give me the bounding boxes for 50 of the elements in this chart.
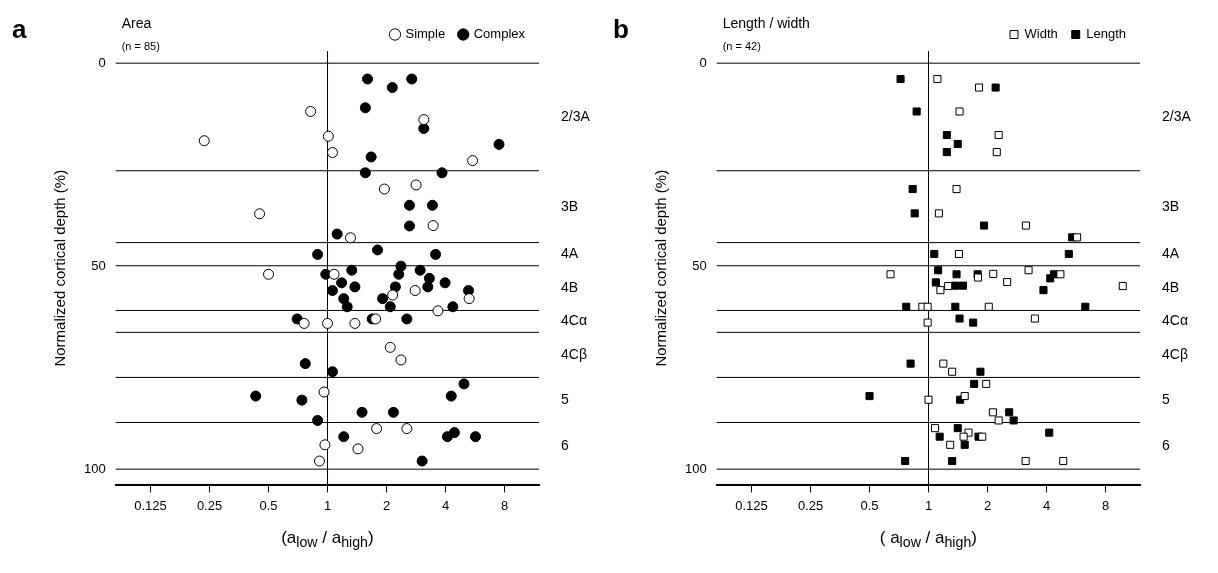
y-tick-label: 50 [692, 257, 707, 273]
x-tick-label: 2 [382, 497, 391, 513]
chart-subtitle: (n = 42) [722, 40, 761, 52]
text: 5 [1162, 390, 1170, 407]
y-tick-label: 100 [684, 460, 707, 476]
x-tick-label: 1 [323, 497, 332, 513]
text: 3B [561, 197, 579, 214]
y-axis-title: Normalized cortical depth (%) [652, 169, 670, 367]
x-axis-title: ( a$_{low}$ / a$_{high}$) [879, 528, 977, 551]
y-tick-label: 0 [98, 54, 106, 70]
x-tick-label: 4 [1042, 497, 1051, 513]
text: 4Cβ [1162, 345, 1188, 362]
text: 2/3A [1162, 107, 1192, 124]
x-tick-label: 0.125 [735, 497, 768, 513]
x-axis-title: (a$_{low}$ / a$_{high}$) [281, 528, 374, 551]
text: 4A [1162, 245, 1180, 262]
text: 4B [1162, 278, 1180, 295]
legend-label: Complex [473, 26, 526, 42]
text: a [12, 14, 27, 44]
y-axis-title: Normalized cortical depth (%) [51, 169, 69, 367]
text: 5 [561, 390, 569, 407]
text: 4Cβ [561, 345, 587, 362]
chart-title: Length / width [722, 15, 810, 31]
text: b [613, 14, 629, 44]
chart-title: Area [121, 15, 152, 31]
x-tick-label: 0.5 [860, 497, 879, 513]
legend-label: Simple [405, 26, 446, 42]
chart-subtitle: (n = 85) [121, 40, 160, 52]
text: 4A [561, 245, 579, 262]
x-tick-label: 8 [1101, 497, 1110, 513]
text: 2/3A [561, 107, 591, 124]
text: 4B [561, 278, 579, 295]
x-tick-label: 0.125 [134, 497, 167, 513]
y-tick-label: 50 [91, 257, 106, 273]
x-tick-label: 2 [983, 497, 992, 513]
x-tick-label: 0.25 [797, 497, 824, 513]
x-tick-label: 4 [441, 497, 450, 513]
text: 6 [561, 436, 569, 453]
x-tick-label: 0.5 [259, 497, 278, 513]
legend-label: Width [1024, 26, 1058, 42]
legend-label: Length [1086, 26, 1126, 42]
x-tick-label: 0.25 [196, 497, 223, 513]
y-tick-label: 100 [83, 460, 106, 476]
y-tick-label: 0 [699, 54, 707, 70]
x-tick-label: 1 [924, 497, 933, 513]
text: 4Cα [1162, 312, 1188, 329]
text: 6 [1162, 436, 1170, 453]
text: 4Cα [561, 312, 587, 329]
x-tick-label: 8 [500, 497, 509, 513]
text: 3B [1162, 197, 1180, 214]
